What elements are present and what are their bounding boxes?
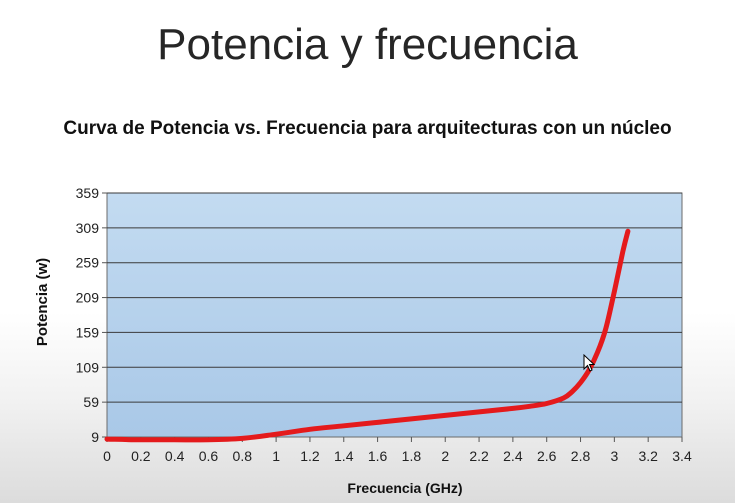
x-tick-label: 2 [441,448,449,464]
x-tick-label: 0.2 [131,448,151,464]
x-axis-label: Frecuencia (GHz) [347,480,462,496]
x-tick-label: 3.4 [672,448,692,464]
x-tick-label: 1.2 [300,448,320,464]
mouse-cursor-icon [583,354,595,372]
x-tick-label: 0.8 [233,448,253,464]
series-layer [104,228,631,443]
x-tick-label: 2.2 [469,448,489,464]
series-line [104,228,631,443]
chart-title: Curva de Potencia vs. Frecuencia para ar… [63,118,672,139]
x-tick-label: 0.6 [199,448,219,464]
x-tick-label: 1.8 [402,448,422,464]
x-tick-label: 2.4 [503,448,523,464]
y-axis-ticks: 9 59 109 159 209 259 309 359 [76,185,107,445]
y-tick-label: 9 [91,429,99,445]
x-tick-label: 1.4 [334,448,354,464]
y-axis-label: Potencia (w) [34,258,51,346]
y-tick-label: 209 [76,290,100,306]
x-tick-label: 2.8 [571,448,591,464]
y-tick-label: 359 [76,185,100,201]
x-tick-label: 1.6 [368,448,388,464]
slide-title: Potencia y frecuencia [157,20,578,69]
x-tick-label: 1 [272,448,280,464]
y-tick-label: 159 [76,324,100,340]
x-tick-label: 3.2 [638,448,658,464]
x-tick-label: 0.4 [165,448,185,464]
plot-area [106,192,683,438]
x-axis-ticks: 0 0.2 0.4 0.6 0.8 1 1.2 1.4 1.6 1.8 2 2.2 2.4 2.6 2.8 3… [103,437,692,464]
x-tick-label: 0 [103,448,111,464]
y-tick-label: 59 [83,394,99,410]
y-tick-label: 309 [76,220,100,236]
x-tick-label: 3 [610,448,618,464]
y-tick-label: 109 [76,359,100,375]
y-tick-label: 259 [76,255,100,271]
x-tick-label: 2.6 [537,448,557,464]
